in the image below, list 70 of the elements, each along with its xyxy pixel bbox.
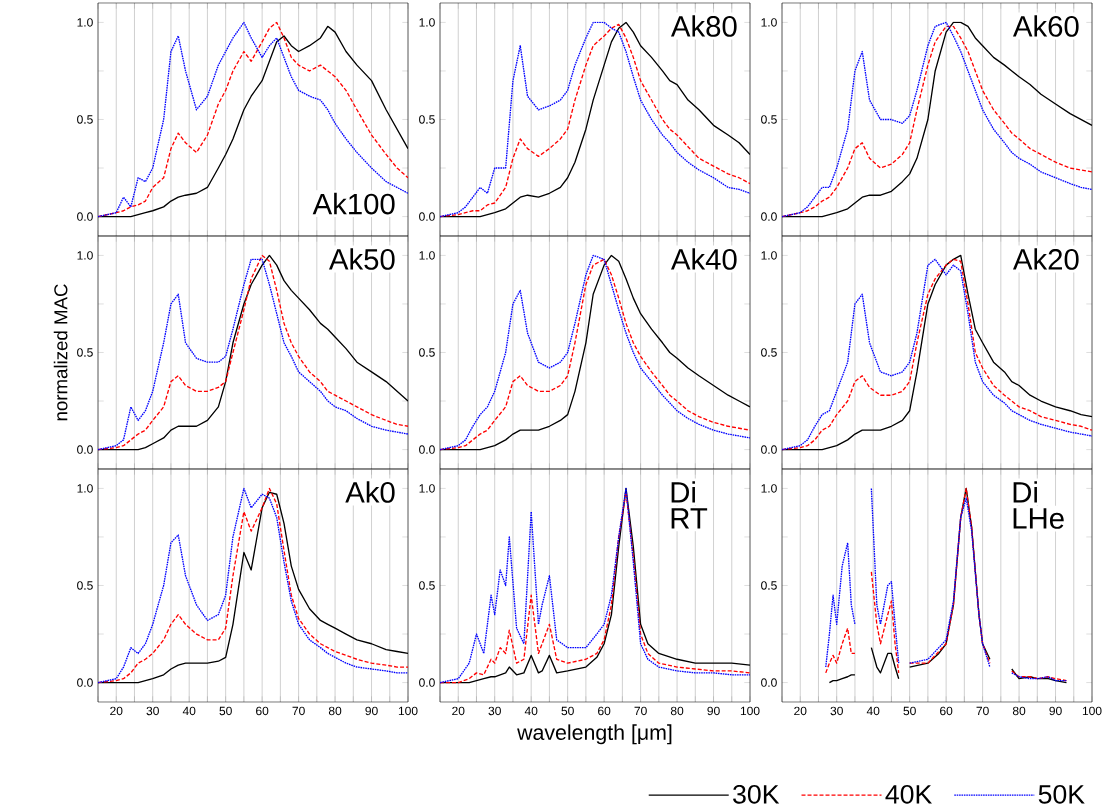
y-tick-label: 1.0: [761, 18, 777, 27]
y-tick-label: 0.5: [419, 348, 435, 357]
chart-title: Ak60: [1012, 15, 1079, 37]
chart-title: Ak80: [670, 15, 737, 37]
y-tick-label: 0.0: [77, 445, 93, 454]
chart-title: Ak20: [1012, 248, 1079, 270]
x-tick-label: 100: [398, 706, 418, 716]
x-tick-label: 40: [866, 706, 880, 716]
y-tick-label: 1.0: [77, 251, 93, 260]
y-tick-label: 0.0: [419, 212, 435, 221]
x-tick-label: 100: [740, 706, 760, 716]
y-tick-label: 1.0: [761, 484, 777, 493]
y-tick-label: 1.0: [419, 484, 435, 493]
y-tick-label: 0.0: [761, 212, 777, 221]
legend-label: 30K: [733, 784, 780, 804]
y-tick-label: 1.0: [77, 484, 93, 493]
y-tick-label: 1.0: [761, 251, 777, 260]
y-tick-label: 0.5: [77, 348, 93, 357]
chart-title: Ak40: [670, 248, 737, 270]
x-tick-label: 90: [1049, 706, 1062, 716]
x-tick-label: 80: [670, 706, 684, 716]
x-tick-label: 40: [182, 706, 196, 716]
x-tick-label: 30: [830, 706, 843, 716]
x-tick-label: 40: [524, 706, 538, 716]
chart-title: Ak0: [345, 481, 395, 503]
y-tick-label: 0.0: [77, 678, 93, 687]
x-tick-label: 80: [1012, 706, 1026, 716]
x-tick-label: 20: [452, 706, 465, 716]
chart-title: Di: [1013, 481, 1037, 503]
x-tick-label: 50: [903, 706, 916, 716]
y-tick-label: 0.5: [761, 115, 777, 124]
chart-title: Ak50: [328, 248, 395, 270]
legend-label: 50K: [1038, 784, 1085, 804]
y-tick-label: 0.0: [761, 678, 777, 687]
x-tick-label: 60: [940, 706, 953, 716]
y-tick-label: 0.5: [77, 581, 93, 590]
y-tick-label: 1.0: [419, 18, 435, 27]
y-axis-title: normalized MAC: [53, 284, 68, 421]
text: LHe: [1013, 508, 1064, 529]
y-tick-label: 0.0: [761, 445, 777, 454]
x-tick-label: 30: [488, 706, 501, 716]
x-tick-label: 90: [365, 706, 378, 716]
x-tick-label: 20: [110, 706, 123, 716]
y-tick-label: 0.5: [761, 581, 777, 590]
x-tick-label: 30: [146, 706, 159, 716]
x-tick-label: 60: [256, 706, 269, 716]
y-tick-label: 0.0: [419, 445, 435, 454]
y-tick-label: 0.0: [419, 678, 435, 687]
x-tick-label: 50: [561, 706, 574, 716]
chart-title: Di: [671, 481, 695, 503]
y-tick-label: 0.5: [419, 581, 435, 590]
x-tick-label: 50: [219, 706, 232, 716]
x-axis-title: wavelength [μm]: [517, 724, 672, 745]
y-tick-label: 0.5: [761, 348, 777, 357]
x-tick-label: 70: [976, 706, 989, 716]
text: Ak100: [312, 192, 395, 215]
x-tick-label: 60: [598, 706, 611, 716]
x-tick-label: 70: [292, 706, 305, 716]
text: RT: [671, 508, 708, 529]
y-tick-label: 0.5: [77, 115, 93, 124]
y-tick-label: 0.0: [77, 212, 93, 221]
x-tick-label: 20: [794, 706, 807, 716]
x-tick-label: 90: [707, 706, 720, 716]
y-tick-label: 1.0: [77, 18, 93, 27]
x-tick-label: 100: [1082, 706, 1102, 716]
y-tick-label: 0.5: [419, 115, 435, 124]
y-tick-label: 1.0: [419, 251, 435, 260]
x-tick-label: 80: [328, 706, 342, 716]
legend-label: 40K: [885, 784, 932, 804]
x-tick-label: 70: [634, 706, 647, 716]
